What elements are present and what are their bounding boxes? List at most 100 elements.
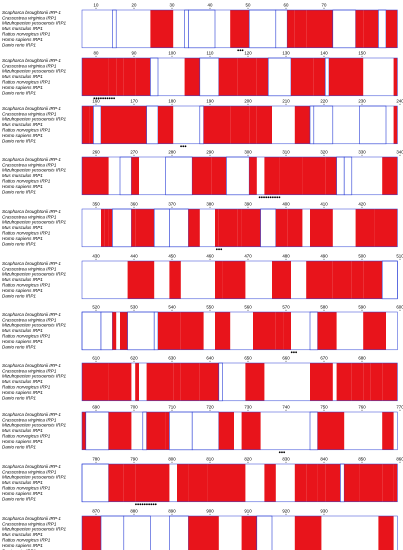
- motif-marker: [137, 503, 140, 506]
- similar-column: [226, 156, 250, 196]
- conserved-column: [218, 58, 238, 96]
- species-label: Mizuhopecten yessoensis IRP1: [2, 475, 67, 480]
- species-label: Crassostrea virginica IRP1: [2, 111, 57, 116]
- similar-column: [123, 515, 151, 550]
- species-label: Danio rerio IRP1: [2, 395, 36, 400]
- position-number: 350: [92, 202, 100, 207]
- motif-marker: [220, 248, 223, 251]
- motif-marker: [281, 451, 283, 454]
- conserved-column: [135, 58, 151, 96]
- conserved-column: [108, 464, 124, 502]
- motif-marker: [293, 351, 295, 354]
- species-label: Scapharca broughtonii IRP-1: [2, 157, 61, 162]
- position-number: 240: [396, 99, 403, 104]
- similar-column: [119, 156, 132, 196]
- position-number: 600: [396, 305, 403, 310]
- species-label: Crassostrea virginica IRP1: [2, 63, 57, 68]
- conserved-column: [378, 516, 394, 550]
- position-number: 260: [92, 150, 100, 155]
- conserved-column: [158, 106, 174, 144]
- conserved-column: [283, 312, 291, 350]
- position-number: 840: [320, 457, 328, 462]
- similar-column: [112, 208, 132, 248]
- species-label: Mus musculus IRP1: [2, 428, 43, 433]
- position-number: 270: [130, 150, 138, 155]
- motif-marker: [141, 503, 144, 506]
- conserved-column: [294, 516, 322, 550]
- species-label: Danio rerio IRP1: [2, 42, 36, 47]
- position-number: 610: [92, 356, 100, 361]
- position-number: 390: [244, 202, 252, 207]
- species-label: Crassostrea virginica IRP1: [2, 368, 57, 373]
- conserved-column: [150, 10, 174, 48]
- position-number: 810: [206, 457, 214, 462]
- similar-column: [332, 9, 356, 49]
- conserved-column: [199, 363, 215, 401]
- position-number: 580: [320, 305, 328, 310]
- species-label: Danio rerio IRP1: [2, 548, 36, 550]
- species-label: Rattus norvegicus IRP1: [2, 283, 51, 288]
- conserved-column: [393, 106, 398, 144]
- conserved-column: [351, 363, 364, 401]
- position-number: 770: [396, 405, 403, 410]
- position-number: 830: [282, 457, 290, 462]
- conserved-column: [294, 10, 307, 48]
- position-number: 140: [320, 51, 328, 56]
- similar-column: [153, 311, 159, 351]
- conserved-column: [180, 312, 204, 350]
- position-number: 910: [244, 509, 252, 514]
- motif-marker: [97, 97, 100, 100]
- conserved-column: [89, 106, 94, 144]
- motif-marker: [102, 97, 105, 100]
- conserved-column: [230, 10, 250, 48]
- species-label: Mus musculus IRP1: [2, 74, 43, 79]
- motif-marker: [258, 196, 261, 199]
- position-number: 30: [170, 3, 175, 8]
- similar-column: [248, 9, 277, 49]
- similar-column: [309, 411, 318, 451]
- conserved-column: [370, 363, 383, 401]
- conserved-column: [355, 209, 375, 247]
- position-number: 740: [282, 405, 290, 410]
- similar-column: [309, 105, 315, 145]
- position-number: 620: [130, 356, 138, 361]
- species-label: Danio rerio IRP1: [2, 189, 36, 194]
- position-number: 630: [168, 356, 176, 361]
- conserved-column: [120, 312, 128, 350]
- species-label: Mus musculus IRP1: [2, 122, 43, 127]
- conserved-column: [177, 464, 189, 502]
- conserved-column: [363, 261, 383, 299]
- motif-marker: [143, 503, 146, 506]
- position-number: 450: [168, 254, 176, 259]
- conserved-column: [131, 209, 136, 247]
- conserved-column: [135, 363, 139, 401]
- conserved-column: [249, 157, 257, 195]
- position-number: 730: [244, 405, 252, 410]
- conserved-column: [310, 209, 333, 247]
- motif-marker: [260, 196, 263, 199]
- conserved-column: [211, 157, 227, 195]
- position-number: 590: [358, 305, 366, 310]
- species-label: Scapharca broughtonii IRP-1: [2, 209, 61, 214]
- conserved-column: [382, 464, 394, 502]
- conserved-column: [256, 58, 269, 96]
- conserved-column: [287, 209, 291, 247]
- position-number: 110: [207, 51, 215, 56]
- similar-column: [313, 105, 334, 145]
- conserved-column: [101, 106, 120, 144]
- species-label: Scapharca broughtonii IRP-1: [2, 516, 61, 521]
- conserved-column: [291, 58, 314, 96]
- motif-marker: [239, 49, 242, 52]
- conserved-column: [218, 209, 238, 247]
- conserved-column: [374, 209, 386, 247]
- species-label: Mizuhopecten yessoensis IRP1: [2, 374, 67, 379]
- position-number: 800: [168, 457, 176, 462]
- conserved-column: [127, 261, 155, 299]
- species-label: Homo sapiens IRP1: [2, 390, 43, 395]
- conserved-column: [310, 363, 333, 401]
- species-label: Mus musculus IRP1: [2, 532, 43, 537]
- similar-column: [199, 105, 204, 145]
- position-number: 750: [320, 405, 328, 410]
- block-frame: [81, 411, 398, 451]
